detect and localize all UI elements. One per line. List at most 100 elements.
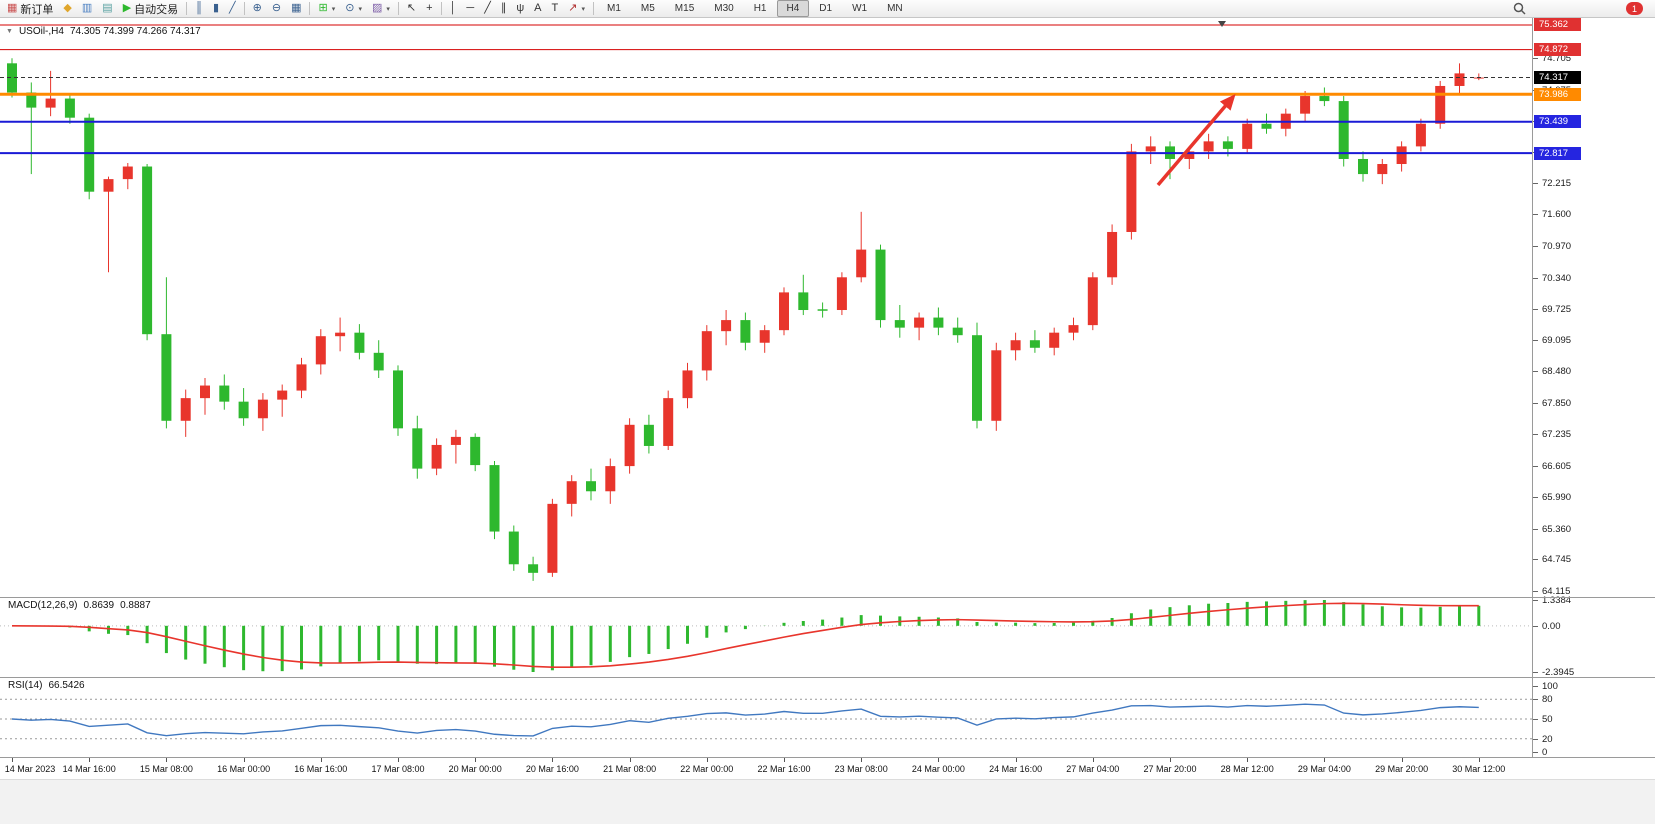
- timeframe-h4-button-label: H4: [786, 3, 800, 14]
- new-order-button[interactable]: ▦ 新订单: [2, 0, 58, 17]
- scale-label: 64.745: [1542, 554, 1572, 565]
- zoom-in-icon: ⊕: [252, 2, 262, 14]
- scale-tick: [1533, 403, 1538, 404]
- timeframe-mn-button[interactable]: MN: [877, 0, 913, 17]
- candle: [1029, 330, 1040, 353]
- timeframe-m5-button[interactable]: M5: [631, 0, 665, 17]
- time-label: 21 Mar 08:00: [603, 764, 657, 774]
- vertical-line-button[interactable]: │: [445, 0, 462, 17]
- panel-separator[interactable]: [0, 757, 1655, 758]
- timeframe-w1-button[interactable]: W1: [842, 0, 877, 17]
- bar-chart-icon: ║: [195, 2, 203, 14]
- candle: [431, 438, 442, 476]
- scale-label: 65.360: [1542, 524, 1572, 535]
- candle: [798, 274, 809, 316]
- autotrading-button[interactable]: ▶ 自动交易: [118, 0, 183, 17]
- candle: [1145, 136, 1156, 165]
- time-tick: [166, 758, 167, 762]
- scale-label: 67.850: [1542, 398, 1572, 409]
- market-watch-button[interactable]: ▥: [77, 0, 97, 17]
- candle: [489, 461, 500, 540]
- timeframe-d1-button[interactable]: D1: [809, 0, 842, 17]
- scale-label: 0: [1542, 747, 1548, 758]
- notification-badge[interactable]: 1: [1626, 2, 1643, 15]
- arrow-icon: ↗: [568, 2, 578, 14]
- toolbar-separator: [309, 2, 311, 15]
- candle: [122, 163, 133, 190]
- price-label: 72.817: [1534, 147, 1581, 160]
- time-label: 22 Mar 00:00: [680, 764, 734, 774]
- timeframe-m15-button-label: M15: [674, 3, 695, 14]
- tile-windows-button[interactable]: ▦: [286, 0, 306, 17]
- timeframe-m1-button[interactable]: M1: [597, 0, 631, 17]
- time-label: 17 Mar 08:00: [371, 764, 425, 774]
- one-click-trading-toggle[interactable]: ▼: [6, 28, 13, 35]
- chevron-down-icon: ▾: [386, 5, 390, 13]
- scale-tick: [1533, 739, 1538, 740]
- templates-button[interactable]: ▨ ▾: [367, 0, 395, 17]
- alerts-icon: ◆: [63, 2, 72, 14]
- channel-icon: ∥: [500, 2, 507, 14]
- candle: [373, 340, 384, 378]
- bar-chart-button[interactable]: ║: [190, 0, 208, 17]
- candle: [238, 388, 249, 426]
- price-label: 73.986: [1534, 88, 1581, 101]
- candle: [663, 390, 674, 450]
- alerts-button[interactable]: ◆: [58, 0, 76, 17]
- zoom-out-button[interactable]: ⊖: [267, 0, 286, 17]
- trend-arrow[interactable]: [1156, 93, 1236, 187]
- timeframe-h4-button[interactable]: H4: [776, 0, 810, 17]
- scale-label: 64.115: [1542, 586, 1571, 597]
- zoom-in-button[interactable]: ⊕: [248, 0, 267, 17]
- candle: [701, 325, 712, 381]
- search-button[interactable]: [1508, 0, 1531, 17]
- scale-tick: [1533, 214, 1538, 215]
- candle: [470, 433, 481, 472]
- candle: [219, 374, 230, 410]
- periods-button[interactable]: ⊙ ▾: [340, 0, 367, 17]
- time-tick: [1324, 758, 1325, 762]
- time-tick: [1016, 758, 1017, 762]
- scale-tick: [1533, 309, 1538, 310]
- line-chart-button[interactable]: ╱: [224, 0, 241, 17]
- horizontal-line-button[interactable]: ─: [461, 0, 479, 17]
- text-button[interactable]: A: [529, 0, 546, 17]
- equidistant-channel-button[interactable]: ∥: [496, 0, 512, 17]
- price-scale[interactable]: 74.70574.07573.44572.83072.21571.60070.9…: [1532, 18, 1655, 758]
- data-window-button[interactable]: ▤: [97, 0, 117, 17]
- trendline-button[interactable]: ╱: [479, 0, 496, 17]
- rsi-panel[interactable]: [0, 677, 1532, 757]
- candlestick-chart-button[interactable]: ▮: [208, 0, 224, 17]
- text-label-button[interactable]: T: [547, 0, 564, 17]
- scale-tick: [1533, 626, 1538, 627]
- panel-separator[interactable]: [0, 597, 1655, 598]
- candle: [315, 329, 326, 375]
- candle: [26, 82, 37, 175]
- indicators-button[interactable]: ⊞ ▾: [313, 0, 340, 17]
- scale-tick: [1533, 246, 1538, 247]
- arrows-button[interactable]: ↗ ▾: [563, 0, 590, 17]
- candle: [740, 312, 751, 351]
- timeframe-h1-button[interactable]: H1: [744, 0, 777, 17]
- candle: [412, 415, 423, 479]
- candle: [643, 414, 654, 454]
- candle: [1087, 272, 1098, 331]
- time-label: 20 Mar 16:00: [525, 764, 579, 774]
- main-chart[interactable]: [0, 18, 1532, 597]
- timeframe-m15-button[interactable]: M15: [665, 0, 704, 17]
- toolbar-separator: [397, 2, 399, 15]
- candlestick-chart-icon: ▮: [212, 2, 220, 14]
- timeframe-m30-button[interactable]: M30: [704, 0, 743, 17]
- crosshair-button[interactable]: +: [421, 0, 437, 17]
- scale-label: 72.215: [1542, 178, 1572, 189]
- scale-label: 1.3384: [1542, 595, 1572, 606]
- candle: [393, 365, 403, 436]
- panel-separator[interactable]: [0, 677, 1655, 678]
- time-tick: [89, 758, 90, 762]
- candle: [296, 357, 307, 399]
- macd-panel[interactable]: [0, 597, 1532, 677]
- fibonacci-button[interactable]: ψ: [511, 0, 529, 17]
- candle: [84, 113, 95, 200]
- cursor-button[interactable]: ↖: [402, 0, 421, 17]
- time-axis[interactable]: 14 Mar 2023 14 Mar 16:00 15 Mar 08:00 16 Ma…: [0, 757, 1655, 779]
